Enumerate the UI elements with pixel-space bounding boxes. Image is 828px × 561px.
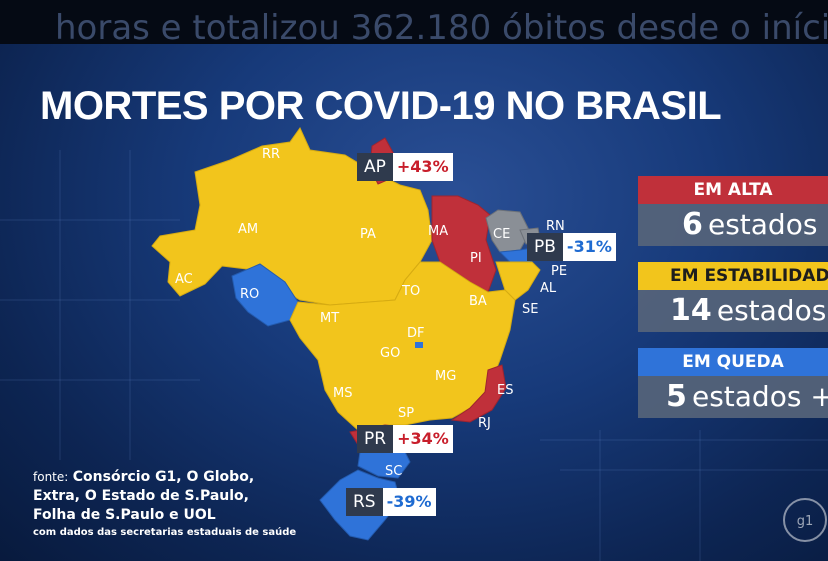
- legend-em-alta: EM ALTA 6 estados: [638, 176, 828, 246]
- legend-em-estabilidade-count: 14 estados: [638, 290, 828, 332]
- legend-em-queda-count: 5 estados +: [638, 376, 828, 418]
- legend-em-queda-word: estados +: [691, 380, 828, 413]
- legend-em-estabilidade-word: estados: [716, 294, 827, 327]
- legend-em-alta-num: 6: [682, 207, 703, 242]
- state-ma-pi: [431, 195, 497, 293]
- state-es-rj: [450, 364, 507, 423]
- label-ce: CE: [493, 227, 510, 242]
- label-pi: PI: [470, 251, 482, 266]
- label-am: AM: [238, 222, 258, 237]
- label-to: TO: [401, 284, 420, 299]
- label-ac: AC: [175, 272, 193, 287]
- tag-ap-pct: +43%: [392, 153, 453, 181]
- label-rn: RN: [546, 219, 565, 234]
- legend-em-estabilidade-label: EM ESTABILIDADE: [638, 262, 828, 290]
- label-ba: BA: [469, 294, 487, 309]
- tag-rs-code: RS: [346, 488, 383, 516]
- label-mg: MG: [435, 369, 456, 384]
- label-df: DF: [407, 326, 425, 341]
- legend-em-alta-word: estados: [707, 208, 818, 241]
- label-pe: PE: [551, 264, 567, 279]
- label-rr: RR: [262, 147, 280, 162]
- tag-ap: AP +43%: [357, 153, 453, 181]
- source-line-3: Folha de S.Paulo e UOL: [33, 507, 216, 523]
- label-ms: MS: [333, 386, 352, 401]
- source-credit: fonte: Consórcio G1, O Globo, Extra, O E…: [33, 468, 296, 541]
- legend-em-alta-label: EM ALTA: [638, 176, 828, 204]
- source-line-2: Extra, O Estado de S.Paulo,: [33, 488, 249, 504]
- tag-pr-pct: +34%: [393, 425, 453, 453]
- label-es: ES: [497, 383, 513, 398]
- tag-pb-pct: -31%: [562, 233, 616, 261]
- legend-em-alta-count: 6 estados: [638, 204, 828, 246]
- caption-text: horas e totalizou 362.180 óbitos desde o…: [55, 8, 828, 44]
- label-go: GO: [380, 346, 400, 361]
- legend-em-estabilidade: EM ESTABILIDADE 14 estados: [638, 262, 828, 332]
- label-mt: MT: [320, 311, 339, 326]
- legend-em-queda-num: 5: [666, 379, 687, 414]
- tag-rs-pct: -39%: [382, 488, 436, 516]
- g1-logo: g1: [783, 498, 827, 542]
- source-prefix: fonte:: [33, 470, 69, 484]
- label-se: SE: [522, 302, 538, 317]
- label-sc: SC: [385, 464, 402, 479]
- state-df: [415, 342, 423, 348]
- tag-pr: PR +34%: [357, 425, 453, 453]
- label-ma: MA: [428, 224, 448, 239]
- label-sp: SP: [398, 406, 414, 421]
- label-pa: PA: [360, 227, 376, 242]
- tag-pb-code: PB: [527, 233, 563, 261]
- label-al: AL: [540, 281, 557, 296]
- page-title: MORTES POR COVID-19 NO BRASIL: [40, 84, 722, 128]
- legend-em-queda: EM QUEDA 5 estados +: [638, 348, 828, 418]
- label-ro: RO: [240, 287, 259, 302]
- source-line-1: Consórcio G1, O Globo,: [72, 469, 255, 485]
- legend-em-queda-label: EM QUEDA: [638, 348, 828, 376]
- source-line-4: com dados das secretarias estaduais de s…: [33, 527, 297, 538]
- label-rj: RJ: [478, 416, 491, 431]
- tag-pr-code: PR: [357, 425, 394, 453]
- tag-ap-code: AP: [357, 153, 393, 181]
- legend-em-estabilidade-num: 14: [670, 293, 712, 328]
- tag-rs: RS -39%: [346, 488, 436, 516]
- caption-strip: horas e totalizou 362.180 óbitos desde o…: [0, 0, 828, 44]
- tag-pb: PB -31%: [527, 233, 616, 261]
